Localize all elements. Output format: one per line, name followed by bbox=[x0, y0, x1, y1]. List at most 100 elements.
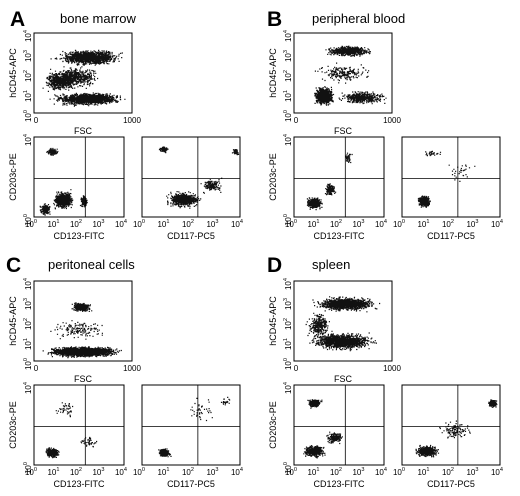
top-y-tick-label: 104 bbox=[23, 278, 33, 290]
panel-peritoneal-cells: C peritoneal cells 100 101 102 103 104 hCD45-… bbox=[0, 248, 260, 496]
bottom-right-plot-x-tick-label: 102 bbox=[442, 467, 454, 477]
panel-title: spleen bbox=[312, 257, 351, 272]
panel-title: peritoneal cells bbox=[48, 257, 135, 272]
top-y-tick-label: 104 bbox=[283, 278, 293, 290]
panel-letter: D bbox=[267, 254, 283, 277]
bottom-left-plot-x-axis-label: CD123-FITC bbox=[313, 479, 365, 489]
bottom-left-plot-x-tick-label: 104 bbox=[115, 467, 127, 477]
top-y-tick-label: 103 bbox=[23, 298, 33, 310]
bottom-left-plot-dots bbox=[306, 152, 353, 211]
plots-peritoneal-cells: 100 101 102 103 104 hCD45-APC 0 1000 FSC 100 101 10… bbox=[8, 278, 243, 489]
bottom-left-plot-frame bbox=[293, 136, 385, 218]
top-plot-dots bbox=[42, 302, 122, 359]
bottom-right-plot-x-tick-label: 100 bbox=[393, 219, 405, 229]
bottom-right-plot-x-tick-label: 103 bbox=[466, 219, 478, 229]
top-x-tick-label: 0 bbox=[34, 116, 39, 125]
top-y-tick-label: 100 bbox=[23, 110, 33, 122]
bottom-left-plot-x-tick-label: 103 bbox=[352, 467, 364, 477]
top-plot-dots bbox=[305, 296, 381, 352]
bottom-right-plot-x-tick-label: 103 bbox=[466, 467, 478, 477]
top-y-tick-label: 101 bbox=[283, 338, 293, 350]
bottom-right-plot-x-tick-label: 100 bbox=[393, 467, 405, 477]
top-x-tick-label: 0 bbox=[294, 116, 299, 125]
bottom-left-plot-x-tick-label: 102 bbox=[70, 219, 82, 229]
bottom-right-plot-x-tick-label: 101 bbox=[157, 467, 169, 477]
top-y-axis-label: hCD45-APC bbox=[8, 48, 18, 98]
bottom-right-plot-frame bbox=[401, 384, 501, 466]
top-y-tick-label: 103 bbox=[283, 50, 293, 62]
bottom-right-plot-dots bbox=[158, 146, 240, 209]
bottom-left-plot-x-axis-label: CD123-FITC bbox=[53, 231, 105, 241]
top-x-tick-label: 1000 bbox=[383, 116, 401, 125]
top-y-tick-label: 104 bbox=[283, 30, 293, 42]
bottom-y-axis-label: CD203c-PE bbox=[8, 153, 18, 201]
bottom-right-plot-x-tick-label: 102 bbox=[182, 467, 194, 477]
top-plot-frame bbox=[33, 280, 133, 362]
bottom-right-plot-frame bbox=[141, 384, 241, 466]
bottom-right-plot-x-tick-label: 103 bbox=[206, 219, 218, 229]
bottom-left-plot-frame bbox=[33, 136, 125, 218]
top-x-tick-label: 1000 bbox=[123, 116, 141, 125]
bottom-right-plot-x-tick-label: 104 bbox=[231, 219, 243, 229]
bottom-left-plot-x-tick-label: 102 bbox=[330, 467, 342, 477]
top-x-axis-label: FSC bbox=[74, 126, 93, 136]
panel-letter: B bbox=[267, 8, 283, 31]
panel-spleen: D spleen 100 101 102 103 104 hCD45-APC 0 1000 FS… bbox=[260, 248, 520, 496]
top-y-tick-label: 102 bbox=[283, 318, 293, 330]
bottom-right-plot-x-tick-label: 102 bbox=[182, 219, 194, 229]
top-y-tick-label: 101 bbox=[23, 338, 33, 350]
bottom-right-plot-x-tick-label: 101 bbox=[157, 219, 169, 229]
panel-letter: C bbox=[6, 254, 22, 277]
top-y-tick-label: 100 bbox=[23, 358, 33, 370]
bottom-left-plot-x-tick-label: 100 bbox=[285, 219, 297, 229]
bottom-left-plot-x-tick-label: 101 bbox=[307, 219, 319, 229]
bottom-right-plot-x-tick-label: 101 bbox=[417, 467, 429, 477]
bottom-right-plot-dots bbox=[417, 150, 476, 208]
bottom-left-plot-frame bbox=[293, 384, 385, 466]
bottom-left-plot-x-tick-label: 100 bbox=[25, 467, 37, 477]
bottom-right-plot-dots bbox=[158, 396, 231, 458]
bottom-left-plot-x-tick-label: 100 bbox=[25, 219, 37, 229]
bottom-right-plot-x-axis-label: CD117-PC5 bbox=[167, 479, 215, 489]
top-x-axis-label: FSC bbox=[74, 374, 93, 384]
bottom-left-plot-x-tick-label: 102 bbox=[330, 219, 342, 229]
bottom-right-plot-x-tick-label: 102 bbox=[442, 219, 454, 229]
panel-title: bone marrow bbox=[60, 11, 136, 26]
plots-spleen: 100 101 102 103 104 hCD45-APC 0 1000 FSC 100 101 10… bbox=[268, 278, 503, 489]
bottom-left-plot-x-tick-label: 104 bbox=[115, 219, 127, 229]
bottom-right-plot-x-tick-label: 101 bbox=[417, 219, 429, 229]
bottom-y-tick-label: 104 bbox=[283, 134, 293, 146]
bottom-left-plot-x-axis-label: CD123-FITC bbox=[313, 231, 365, 241]
bottom-left-plot-x-tick-label: 103 bbox=[352, 219, 364, 229]
bottom-left-plot-x-tick-label: 104 bbox=[375, 467, 387, 477]
panel-title: peripheral blood bbox=[312, 11, 406, 26]
bottom-left-plot-x-axis-label: CD123-FITC bbox=[53, 479, 105, 489]
bottom-left-plot-dots bbox=[45, 402, 98, 459]
top-plot-frame bbox=[293, 280, 393, 362]
top-x-tick-label: 1000 bbox=[123, 364, 141, 373]
top-plot-frame bbox=[33, 32, 133, 114]
bottom-right-plot-frame bbox=[141, 136, 241, 218]
bottom-right-plot-x-axis-label: CD117-PC5 bbox=[427, 479, 475, 489]
bottom-right-plot-dots bbox=[415, 399, 498, 458]
top-y-tick-label: 103 bbox=[23, 50, 33, 62]
bottom-left-plot-dots bbox=[303, 399, 343, 459]
bottom-left-plot-x-tick-label: 101 bbox=[307, 467, 319, 477]
bottom-left-plot-x-tick-label: 101 bbox=[47, 467, 59, 477]
top-y-axis-label: hCD45-APC bbox=[8, 296, 18, 346]
bottom-right-plot-x-tick-label: 104 bbox=[231, 467, 243, 477]
panel-peripheral-blood: B peripheral blood 100 101 102 103 104 hCD45-… bbox=[260, 0, 520, 248]
bottom-y-tick-label: 104 bbox=[23, 382, 33, 394]
bottom-y-tick-label: 104 bbox=[283, 382, 293, 394]
bottom-left-plot-x-tick-label: 100 bbox=[285, 467, 297, 477]
bottom-left-plot-x-tick-label: 104 bbox=[375, 219, 387, 229]
bottom-y-tick-label: 100 bbox=[23, 462, 33, 474]
top-y-tick-label: 102 bbox=[283, 70, 293, 82]
bottom-right-plot-x-tick-label: 100 bbox=[133, 467, 145, 477]
bottom-right-plot-x-tick-label: 103 bbox=[206, 467, 218, 477]
bottom-y-axis-label: CD203c-PE bbox=[8, 401, 18, 449]
bottom-right-plot-x-tick-label: 104 bbox=[491, 467, 503, 477]
bottom-y-tick-label: 100 bbox=[283, 462, 293, 474]
bottom-left-plot-dots bbox=[39, 147, 88, 216]
top-y-tick-label: 102 bbox=[23, 70, 33, 82]
